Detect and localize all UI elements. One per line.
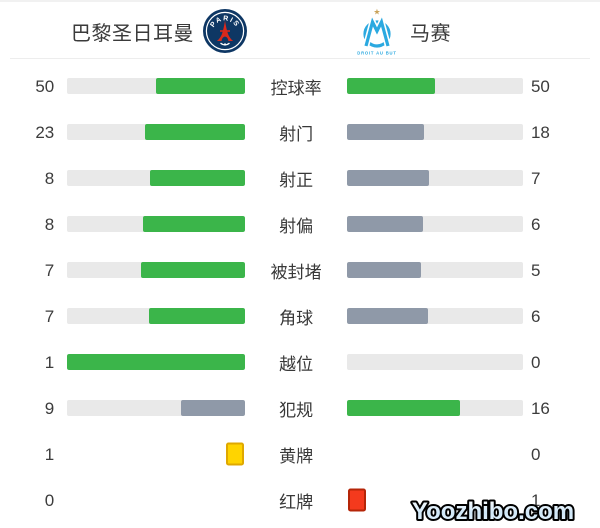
away-stat-bar-fill [347,216,423,232]
stat-row: 8 射正 7 [0,155,600,201]
home-stat-value: 9 [44,398,55,418]
away-stat-value: 18 [530,122,550,142]
away-stat-value: 0 [530,352,541,372]
stat-label: 射门 [279,124,314,144]
watermark-text: Yoozhibo.com [412,498,574,525]
home-stat-bar-fill [141,262,245,278]
stat-row: 1 越位 0 [0,339,600,385]
home-stat-bar [67,442,245,466]
home-stat-value: 23 [35,122,55,142]
away-stat-bar [347,216,523,232]
red-card-icon [348,488,367,512]
away-stat-value: 7 [530,168,541,188]
home-stat-bar-fill [67,354,245,370]
away-stat-bar [347,446,523,462]
star-icon: ★ [373,8,380,17]
home-stat-bar-fill [143,216,245,232]
om-crest-text: DROIT AU BUT [357,51,396,56]
home-stat-bar [67,78,245,94]
away-team-header: ★ DROIT AU BUT 马赛 [300,6,590,56]
home-stat-bar-fill [149,308,245,324]
home-stat-bar [67,400,245,416]
away-stat-bar-fill [347,170,430,186]
home-stat-bar-fill [180,400,245,416]
om-crest-icon: ★ DROIT AU BUT [357,8,396,56]
away-stat-bar [347,78,523,94]
stats-rows: 50 控球率 50 23 射门 18 8 射正 7 8 射偏 [0,59,600,523]
away-stat-bar-fill [347,78,436,94]
home-stat-value: 1 [44,352,55,372]
team-header: 巴黎圣日耳曼 PARIS ★ DROIT AU BUT [10,2,590,59]
home-stat-value: 50 [35,76,55,96]
home-stat-bar [67,262,245,278]
home-stat-bar-fill [156,78,245,94]
eiffel-tower-icon [216,20,234,41]
away-stat-bar [347,400,523,416]
stat-label: 黄牌 [279,446,314,466]
stat-label: 角球 [279,308,314,328]
away-stat-bar [347,308,523,324]
away-stat-bar [347,488,523,512]
home-team-name: 巴黎圣日耳曼 [71,22,194,45]
away-stat-bar-fill [347,124,425,140]
stat-label: 越位 [279,354,314,374]
home-stat-bar [67,216,245,232]
yellow-card-icon [225,442,244,466]
away-stat-value: 5 [530,260,541,280]
stat-row: 7 被封堵 5 [0,247,600,293]
home-stat-value: 1 [44,444,55,464]
away-stat-value: 0 [530,444,541,464]
stat-row: 1 黄牌 0 [0,431,600,477]
away-stat-bar-fill [347,262,421,278]
stat-row: 50 控球率 50 [0,63,600,109]
stat-label: 被封堵 [270,262,322,282]
home-team-header: 巴黎圣日耳曼 PARIS [10,9,300,53]
home-stat-bar [67,124,245,140]
stat-label: 犯规 [279,400,314,420]
stat-label: 射偏 [279,216,314,236]
stat-label: 红牌 [279,492,314,512]
home-stat-bar [67,354,245,370]
home-stat-value: 8 [44,214,55,234]
stat-row: 8 射偏 6 [0,201,600,247]
away-stat-value: 6 [530,214,541,234]
away-stat-bar [347,262,523,278]
home-stat-bar-fill [150,170,245,186]
stat-row: 0 红牌 1 [0,477,600,523]
stat-row: 23 射门 18 [0,109,600,155]
away-stat-bar-fill [347,400,460,416]
home-stat-bar [67,170,245,186]
away-stat-bar-fill [347,308,429,324]
away-stat-value: 6 [530,306,541,326]
stat-label: 射正 [279,170,314,190]
stat-label: 控球率 [270,78,322,98]
away-stat-value: 50 [530,76,550,96]
away-team-name: 马赛 [410,22,451,45]
psg-crest-icon: PARIS [203,9,247,53]
away-stat-bar [347,124,523,140]
away-stat-bar [347,354,523,370]
away-stat-bar [347,170,523,186]
home-stat-bar-fill [145,124,245,140]
home-stat-bar [67,308,245,324]
stat-row: 9 犯规 16 [0,385,600,431]
stat-row: 7 角球 6 [0,293,600,339]
away-stat-value: 16 [530,398,550,418]
home-stat-value: 7 [44,306,55,326]
away-stat-value: 1 [530,490,541,510]
home-stat-value: 0 [44,490,55,510]
home-stat-value: 8 [44,168,55,188]
home-stat-value: 7 [44,260,55,280]
home-stat-bar [67,492,245,508]
watermark: Yoozhibo.com [410,496,576,527]
